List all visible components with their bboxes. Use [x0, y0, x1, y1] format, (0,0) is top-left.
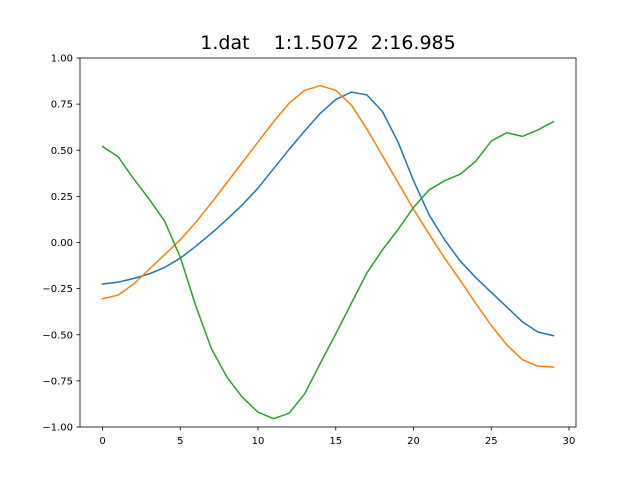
- y-tick-label: −0.50: [42, 330, 73, 341]
- y-tick-label: 0.75: [51, 100, 73, 111]
- x-tick-label: 20: [407, 436, 420, 447]
- x-tick-label: 0: [99, 436, 105, 447]
- plot-area: [80, 58, 576, 427]
- y-tick-label: 0.25: [51, 192, 73, 203]
- x-axis: 0 5 10 15 20 25 30: [99, 427, 575, 447]
- y-tick-label: 1.00: [51, 54, 73, 65]
- y-axis: −1.00 −0.75 −0.50 −0.25 0.00 0.25 0.50 0.75 1.00: [42, 54, 80, 434]
- x-tick-label: 25: [485, 436, 498, 447]
- y-tick-label: 0.00: [51, 238, 73, 249]
- series-line-3: [101, 120, 555, 420]
- y-tick-label: −1.00: [42, 423, 73, 434]
- series-line-1: [101, 91, 555, 337]
- x-tick-label: 15: [329, 436, 342, 447]
- x-tick-label: 5: [177, 436, 183, 447]
- x-tick-label: 10: [252, 436, 265, 447]
- plot-frame: [79, 57, 577, 428]
- y-tick-label: 0.50: [51, 146, 73, 157]
- x-tick-label: 30: [563, 436, 576, 447]
- chart-title: 1.dat 1:1.5072 2:16.985: [200, 32, 455, 54]
- series-lines: [101, 84, 555, 420]
- series-line-2: [101, 84, 555, 368]
- y-tick-label: −0.75: [42, 376, 73, 387]
- y-tick-label: −0.25: [42, 284, 73, 295]
